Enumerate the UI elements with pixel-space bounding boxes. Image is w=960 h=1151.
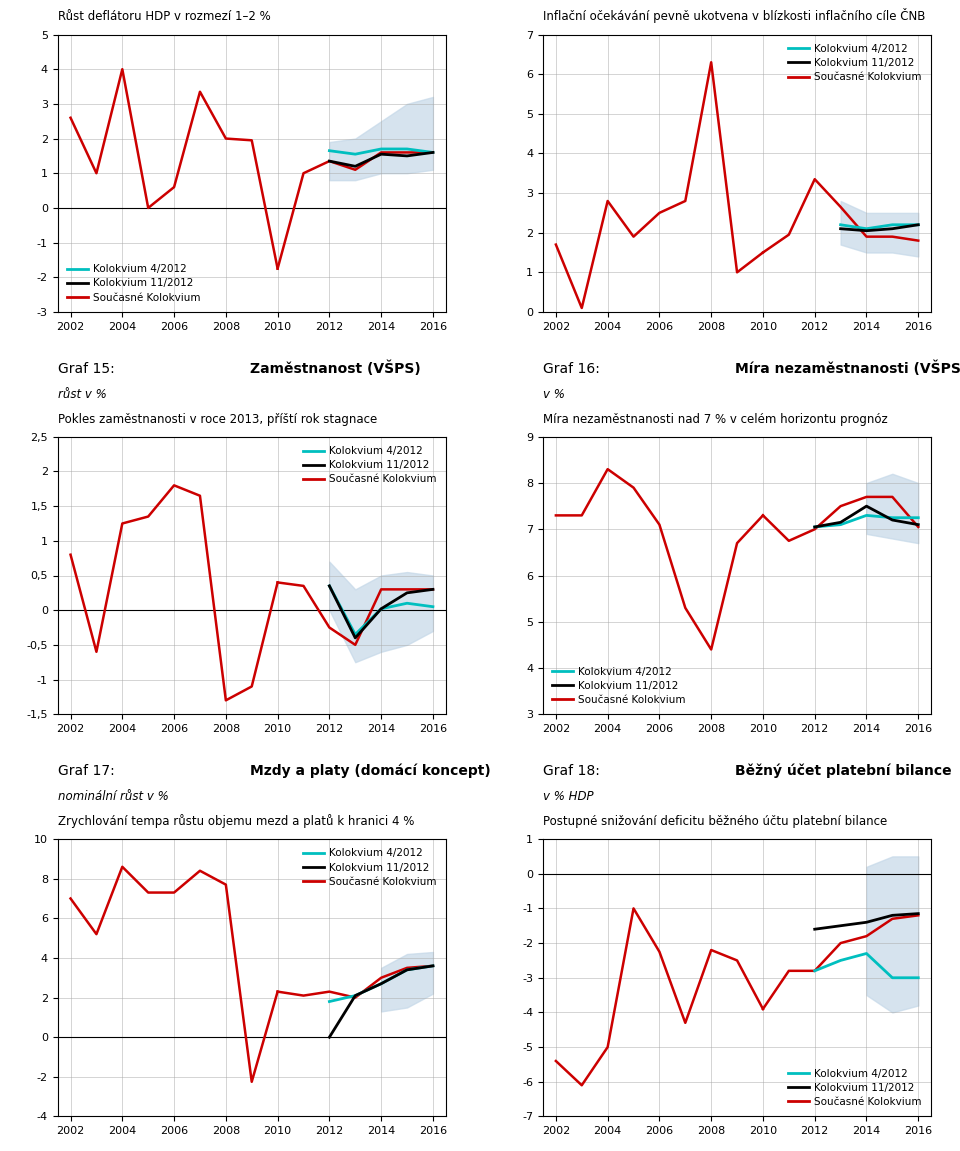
Text: Zaměstnanost (VŠPS): Zaměstnanost (VŠPS)	[250, 360, 420, 375]
Legend: Kolokvium 4/2012, Kolokvium 11/2012, Současné Kolokvium: Kolokvium 4/2012, Kolokvium 11/2012, Sou…	[548, 662, 690, 709]
Text: Pokles zaměstnanosti v roce 2013, příští rok stagnace: Pokles zaměstnanosti v roce 2013, příští…	[58, 413, 377, 426]
Legend: Kolokvium 4/2012, Kolokvium 11/2012, Současné Kolokvium: Kolokvium 4/2012, Kolokvium 11/2012, Sou…	[299, 844, 441, 891]
Text: Graf 16:: Graf 16:	[543, 361, 604, 375]
Legend: Kolokvium 4/2012, Kolokvium 11/2012, Současné Kolokvium: Kolokvium 4/2012, Kolokvium 11/2012, Sou…	[784, 1065, 926, 1111]
Text: nominální růst v %: nominální růst v %	[58, 790, 168, 803]
Text: Graf 15:: Graf 15:	[58, 361, 119, 375]
Legend: Kolokvium 4/2012, Kolokvium 11/2012, Současné Kolokvium: Kolokvium 4/2012, Kolokvium 11/2012, Sou…	[299, 442, 441, 489]
Text: Graf 18:: Graf 18:	[543, 764, 604, 778]
Text: Zrychlování tempa růstu objemu mezd a platů k hranici 4 %: Zrychlování tempa růstu objemu mezd a pl…	[58, 814, 414, 828]
Text: Postupné snižování deficitu běžného účtu platební bilance: Postupné snižování deficitu běžného účtu…	[543, 815, 887, 828]
Text: Běžný účet platební bilance: Běžný účet platební bilance	[735, 763, 951, 778]
Text: v %: v %	[543, 388, 564, 401]
Text: Míra nezaměstnanosti nad 7 % v celém horizontu prognóz: Míra nezaměstnanosti nad 7 % v celém hor…	[543, 413, 888, 426]
Text: Růst deflátoru HDP v rozmezí 1–2 %: Růst deflátoru HDP v rozmezí 1–2 %	[58, 10, 271, 23]
Legend: Kolokvium 4/2012, Kolokvium 11/2012, Současné Kolokvium: Kolokvium 4/2012, Kolokvium 11/2012, Sou…	[784, 40, 926, 86]
Text: Inflační očekávání pevně ukotvena v blízkosti inflačního cíle ČNB: Inflační očekávání pevně ukotvena v blíz…	[543, 8, 925, 23]
Text: Graf 17:: Graf 17:	[58, 764, 119, 778]
Text: růst v %: růst v %	[58, 388, 107, 401]
Legend: Kolokvium 4/2012, Kolokvium 11/2012, Současné Kolokvium: Kolokvium 4/2012, Kolokvium 11/2012, Sou…	[62, 260, 204, 307]
Text: Mzdy a platy (domácí koncept): Mzdy a platy (domácí koncept)	[250, 763, 491, 778]
Text: Míra nezaměstnanosti (VŠPS): Míra nezaměstnanosti (VŠPS)	[735, 360, 960, 375]
Text: v % HDP: v % HDP	[543, 790, 593, 803]
